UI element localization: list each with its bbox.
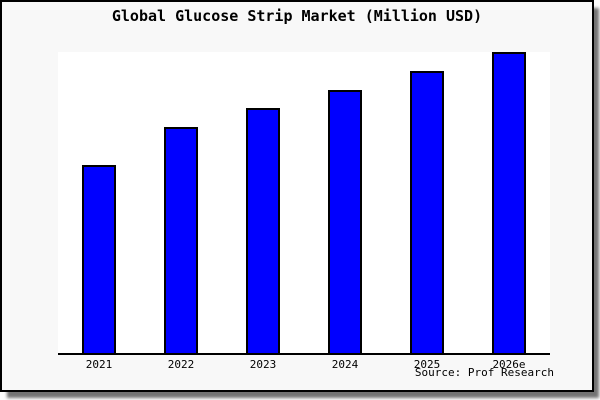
bar-2026e [492, 52, 526, 353]
source-note: Source: Prof Research [414, 366, 554, 379]
x-tick-2023: 2023 [249, 358, 277, 371]
bar-2022 [164, 127, 198, 353]
bar-2024 [328, 90, 362, 353]
x-tick-2025: 2025 [413, 358, 441, 371]
bar-2025 [410, 71, 444, 353]
bar-2023 [246, 108, 280, 353]
x-axis-labels: 2021 2022 2023 2024 2025 2026e [58, 358, 550, 372]
x-tick-2021: 2021 [85, 358, 113, 371]
chart-card: Global Glucose Strip Market (Million USD… [0, 0, 594, 392]
chart-title: Global Glucose Strip Market (Million USD… [111, 7, 483, 25]
x-tick-2024: 2024 [331, 358, 359, 371]
bar-2021 [82, 165, 116, 353]
x-tick-2026e: 2026e [492, 358, 526, 371]
x-tick-2022: 2022 [167, 358, 195, 371]
plot-area [58, 52, 550, 355]
